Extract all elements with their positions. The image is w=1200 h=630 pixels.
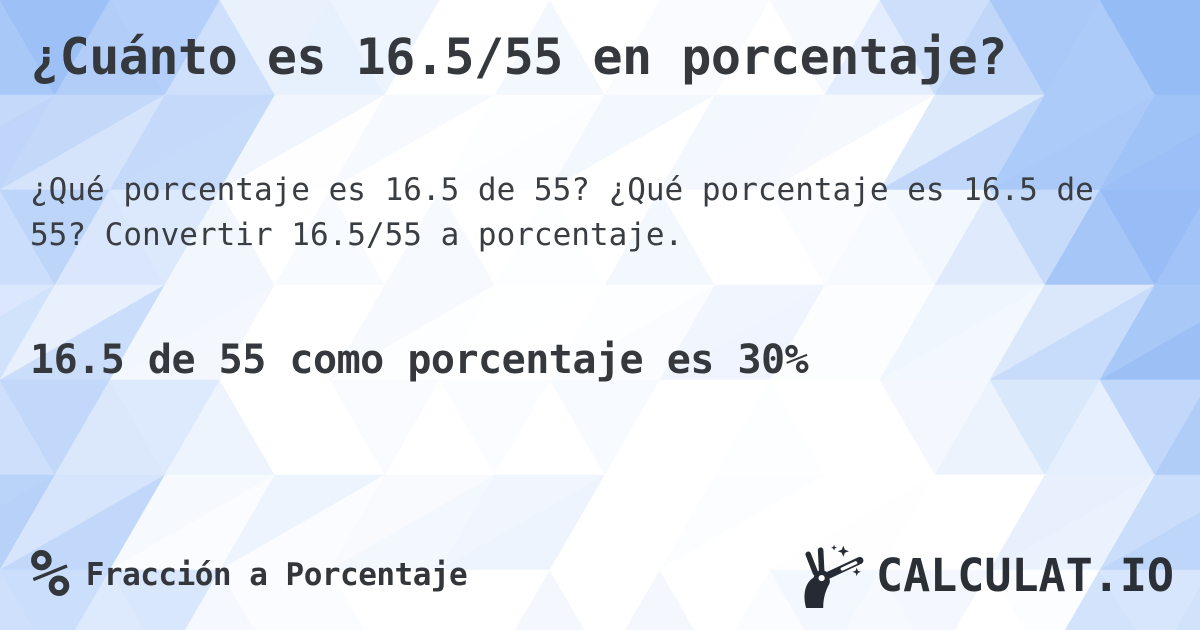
- category-label: Fracción a Porcentaje: [85, 557, 468, 593]
- page-title: ¿Cuánto es 16.5/55 en porcentaje?: [30, 28, 1007, 86]
- percent-icon: %: [30, 535, 70, 612]
- answer-heading: 16.5 de 55 como porcentaje es 30%: [30, 337, 809, 383]
- brand-logo: CALCULAT.IO: [800, 544, 1174, 608]
- category-badge: % Fracción a Porcentaje: [30, 535, 468, 612]
- brand-name: CALCULAT.IO: [875, 548, 1174, 602]
- page-description: ¿Qué porcentaje es 16.5 de 55? ¿Qué porc…: [30, 172, 1094, 253]
- magic-wand-hand-icon: [804, 544, 864, 608]
